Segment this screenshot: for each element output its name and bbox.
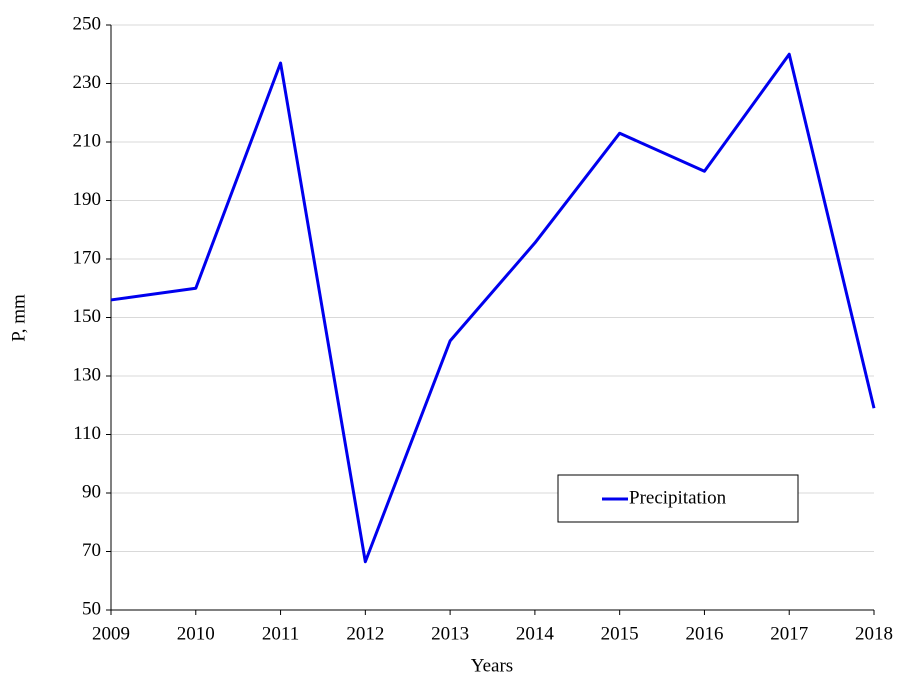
y-tick-label: 250 [73, 13, 102, 34]
y-tick-label: 70 [82, 540, 101, 561]
x-tick-label: 2014 [516, 623, 555, 644]
y-tick-label: 150 [73, 306, 102, 327]
x-tick-label: 2018 [855, 623, 893, 644]
legend-label: Precipitation [629, 487, 727, 508]
y-axis-label: P, mm [8, 294, 29, 342]
x-tick-label: 2013 [431, 623, 469, 644]
y-tick-label: 190 [73, 189, 102, 210]
data-line [110, 52, 876, 564]
x-tick-label: 2015 [601, 623, 639, 644]
y-tick-label: 130 [73, 364, 102, 385]
legend-box [557, 474, 799, 523]
y-tick-label: 210 [73, 130, 102, 151]
y-tick-label: 170 [73, 247, 102, 268]
y-tick-label: 50 [82, 598, 101, 619]
x-axis-label: Years [471, 655, 513, 676]
x-tick-label: 2011 [262, 623, 299, 644]
y-tick-label: 230 [73, 72, 102, 93]
x-tick-label: 2009 [92, 623, 130, 644]
x-tick-label: 2010 [177, 623, 215, 644]
x-tick-label: 2017 [770, 623, 808, 644]
x-tick-label: 2012 [346, 623, 384, 644]
y-tick-label: 110 [73, 423, 101, 444]
y-tick-label: 90 [82, 481, 101, 502]
x-tick-label: 2016 [685, 623, 723, 644]
